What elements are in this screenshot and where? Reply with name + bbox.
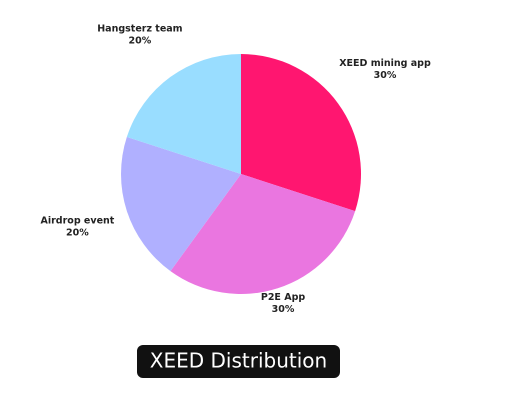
pie-slice xyxy=(121,136,241,272)
slice-value-label: 30% xyxy=(272,304,295,315)
slice-value-label: 20% xyxy=(129,35,152,46)
slice-value-label: 20% xyxy=(66,228,89,239)
pie-slice xyxy=(241,54,361,212)
slice-label: XEED mining app xyxy=(339,58,431,69)
slice-label: P2E App xyxy=(261,292,306,303)
pie-slice xyxy=(126,54,241,174)
title-box xyxy=(137,345,340,378)
slice-label: Airdrop event xyxy=(41,216,115,227)
slice-label: Hangsterz team xyxy=(97,23,182,34)
chart-title: XEED Distribution xyxy=(150,349,327,373)
slice-value-label: 30% xyxy=(374,70,397,81)
pie-slice xyxy=(170,174,356,294)
